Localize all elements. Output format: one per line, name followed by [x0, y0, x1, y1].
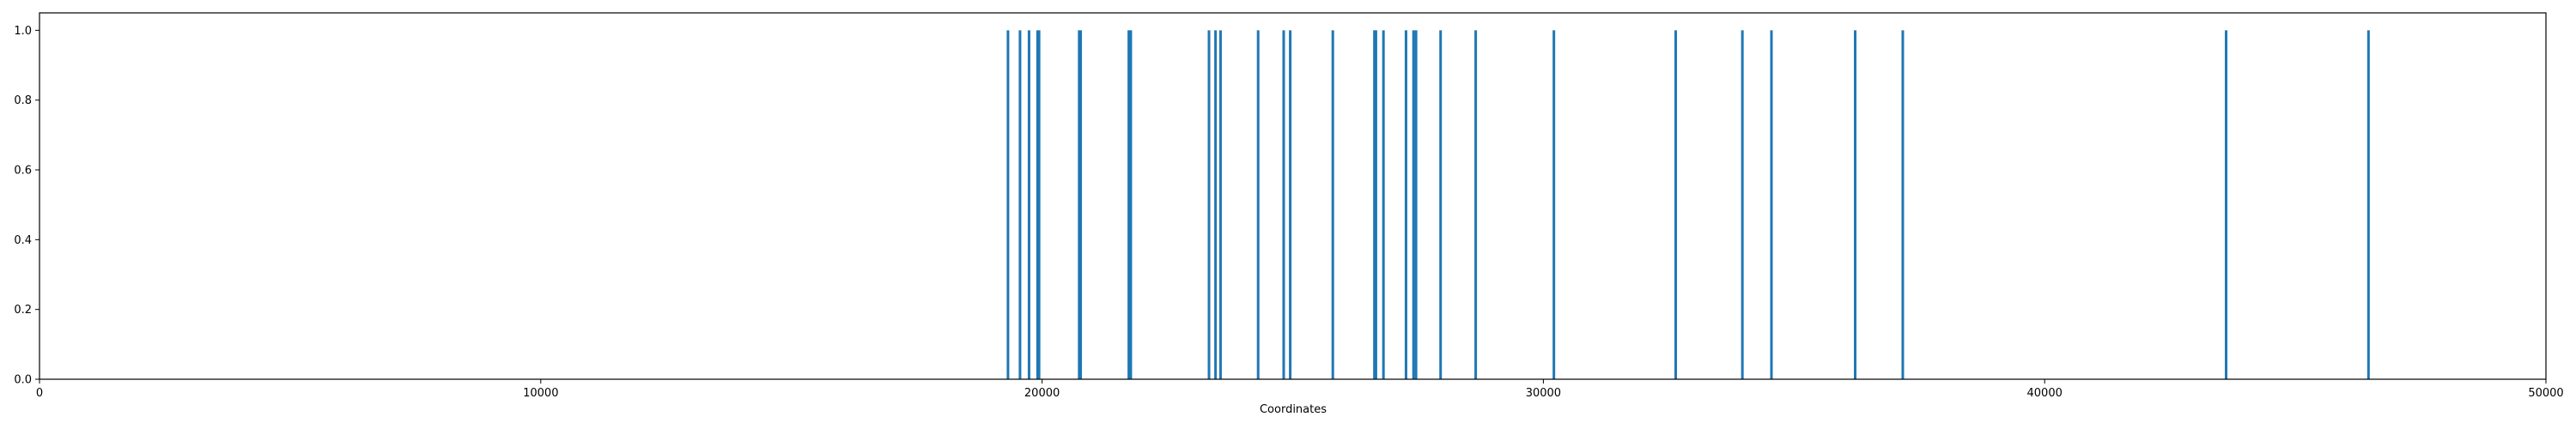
y-axis: 0.0 0.2 0.4 0.6 0.8 1.0: [14, 25, 39, 387]
bar: [1018, 30, 1022, 379]
bar: [1256, 30, 1260, 379]
x-tick-label: 20000: [1024, 387, 1060, 400]
bar: [1078, 30, 1081, 379]
bar: [1404, 30, 1407, 379]
x-tick-label: 50000: [2528, 387, 2563, 400]
bar: [1474, 30, 1478, 379]
bar: [1289, 30, 1292, 379]
bar: [1901, 30, 1905, 379]
bar: [1006, 30, 1010, 379]
y-tick-label: 0.6: [14, 165, 32, 178]
x-tick-label: 0: [36, 387, 43, 400]
bar: [1770, 30, 1773, 379]
bar: [1214, 30, 1218, 379]
x-tick-label: 40000: [2027, 387, 2063, 400]
bars-layer: [1006, 30, 2370, 379]
bar: [1127, 30, 1131, 379]
plot-frame: [39, 12, 2547, 380]
y-tick-label: 0.8: [14, 94, 32, 107]
x-axis-label: Coordinates: [1260, 403, 1327, 416]
x-tick-label: 30000: [1526, 387, 1561, 400]
bar: [2225, 30, 2228, 379]
y-tick-label: 1.0: [14, 25, 32, 38]
bar: [1079, 30, 1083, 379]
bar: [1037, 30, 1041, 379]
bar: [1414, 30, 1418, 379]
bar: [2366, 30, 2370, 379]
bar: [1439, 30, 1443, 379]
bar: [1282, 30, 1285, 379]
bar: [1741, 30, 1744, 379]
bar: [1027, 30, 1030, 379]
bar: [1218, 30, 1222, 379]
bar: [1207, 30, 1211, 379]
bar: [1674, 30, 1678, 379]
y-tick-label: 0.2: [14, 304, 32, 317]
bar: [1036, 30, 1039, 379]
bar: [1382, 30, 1385, 379]
bar: [1129, 30, 1133, 379]
y-tick-label: 0.0: [14, 374, 32, 387]
bar: [1374, 30, 1377, 379]
bar: [1552, 30, 1556, 379]
x-tick-label: 10000: [523, 387, 558, 400]
bar: [1331, 30, 1334, 379]
bar: [1373, 30, 1376, 379]
y-tick-label: 0.4: [14, 234, 32, 247]
bar: [1412, 30, 1415, 379]
x-axis: 0 10000 20000 30000 40000 50000: [36, 379, 2564, 400]
bar: [1854, 30, 1857, 379]
